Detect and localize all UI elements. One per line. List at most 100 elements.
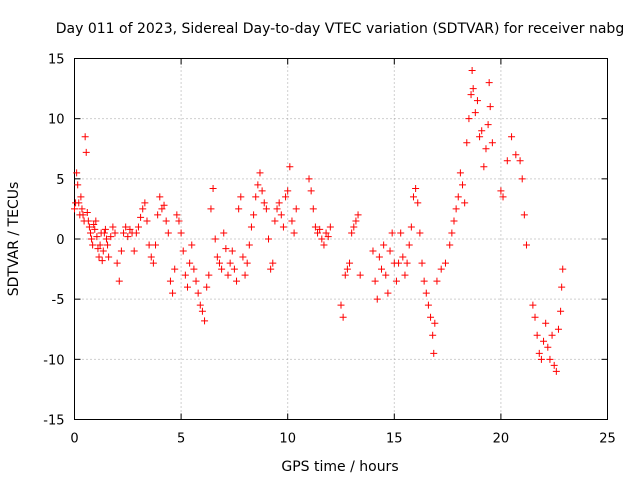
data-point [228, 247, 236, 255]
data-point [339, 313, 347, 321]
data-point [252, 193, 260, 201]
data-point [388, 229, 396, 237]
data-point [98, 257, 106, 265]
y-tick-label: -10 [43, 353, 64, 368]
data-point [160, 201, 168, 209]
data-point [369, 247, 377, 255]
data-point [346, 259, 354, 267]
data-point [84, 217, 92, 225]
ticks-layer: 0 5 10 15 20 25 -15 -10 -5 0 5 10 15 [43, 53, 616, 447]
data-point [478, 127, 486, 135]
data-point [482, 145, 490, 153]
data-point [166, 277, 174, 285]
data-point [469, 85, 477, 93]
data-point [456, 169, 464, 177]
data-point [209, 184, 217, 192]
data-point [326, 223, 334, 231]
data-point [211, 235, 219, 243]
data-point [169, 289, 177, 297]
data-point [341, 271, 349, 279]
data-point [429, 331, 437, 339]
data-point [535, 349, 543, 357]
data-point [71, 205, 78, 213]
grid-layer [74, 58, 608, 420]
data-point [354, 211, 362, 219]
data-point [452, 205, 460, 213]
data-point [177, 229, 185, 237]
data-point [343, 265, 351, 273]
y-tick-label: 0 [56, 233, 64, 248]
data-point [230, 265, 238, 273]
x-axis-label: GPS time / hours [281, 459, 398, 475]
data-point [260, 199, 268, 207]
data-point [476, 133, 484, 141]
data-point [78, 205, 86, 213]
data-point [143, 217, 151, 225]
data-point [74, 181, 82, 189]
data-point [190, 265, 198, 273]
data-point [414, 199, 422, 207]
data-point [156, 193, 164, 201]
data-point [522, 241, 530, 249]
data-point [100, 229, 108, 237]
data-point [109, 223, 117, 231]
data-point [540, 337, 548, 345]
data-point [448, 229, 456, 237]
data-point [237, 193, 245, 201]
data-point [518, 175, 526, 183]
data-point [86, 229, 94, 237]
data-point [484, 121, 492, 129]
data-point [433, 277, 441, 285]
data-point [356, 271, 364, 279]
data-point [441, 259, 449, 267]
data-point [107, 233, 115, 241]
data-point [124, 233, 132, 241]
data-point [239, 253, 247, 261]
data-point [152, 241, 160, 249]
data-point [427, 313, 435, 321]
data-point [93, 233, 101, 241]
data-point [250, 211, 258, 219]
data-point [516, 157, 524, 165]
y-tick-label: 10 [48, 113, 65, 128]
data-point [79, 211, 87, 219]
data-point [105, 253, 113, 261]
data-point [307, 187, 315, 195]
data-point [508, 133, 516, 141]
data-point [437, 265, 445, 273]
points-layer [71, 67, 567, 375]
x-tick-label: 10 [279, 432, 296, 447]
data-point [420, 277, 428, 285]
data-point [279, 223, 287, 231]
data-point [468, 67, 476, 75]
data-point [550, 361, 558, 369]
data-point [265, 235, 273, 243]
data-point [382, 271, 390, 279]
data-point [290, 229, 298, 237]
data-point [207, 205, 215, 213]
data-point [254, 181, 262, 189]
data-point [245, 241, 253, 249]
data-point [286, 163, 294, 171]
data-point [512, 151, 520, 159]
data-point [465, 115, 473, 123]
data-point [544, 343, 552, 351]
data-point [422, 289, 430, 297]
data-point [94, 245, 102, 253]
data-point [407, 223, 415, 231]
data-point [141, 199, 149, 207]
data-point [95, 253, 103, 261]
data-point [218, 265, 226, 273]
data-point [91, 225, 99, 233]
data-point [503, 157, 511, 165]
data-point [88, 235, 96, 243]
data-point [459, 181, 467, 189]
data-point [77, 193, 85, 201]
data-point [96, 241, 104, 249]
data-point [137, 213, 145, 221]
data-point [529, 301, 537, 309]
data-point [220, 229, 228, 237]
data-point [213, 253, 221, 261]
data-point [203, 283, 211, 291]
data-point [126, 225, 134, 233]
